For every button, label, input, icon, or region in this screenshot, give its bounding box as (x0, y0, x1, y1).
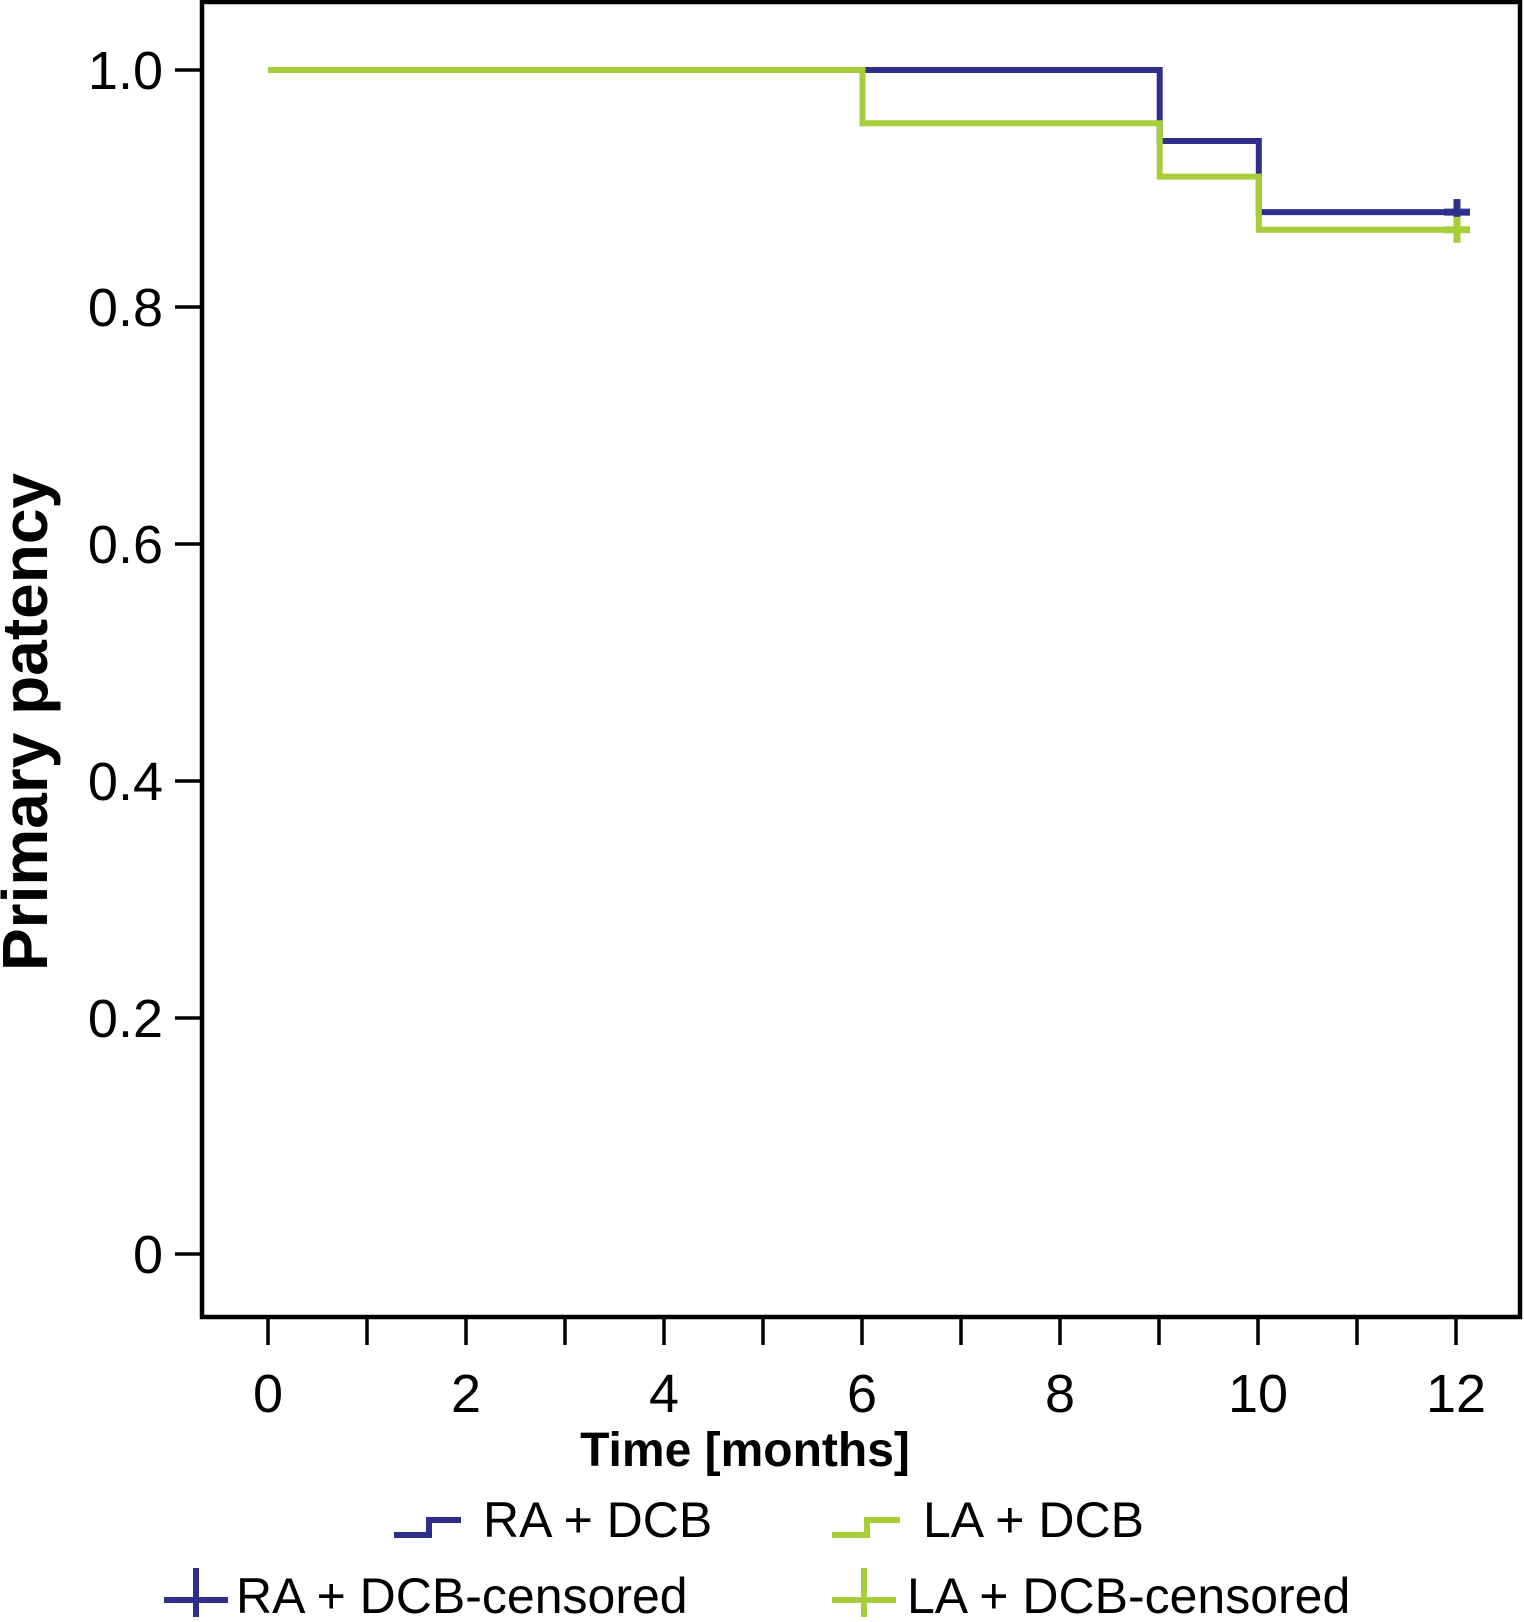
svg-text:0.6: 0.6 (88, 515, 163, 575)
svg-text:LA + DCB-censored: LA + DCB-censored (907, 1568, 1350, 1617)
svg-text:0: 0 (133, 1225, 163, 1285)
svg-text:0.8: 0.8 (88, 278, 163, 338)
svg-text:1.0: 1.0 (88, 41, 163, 101)
svg-text:8: 8 (1045, 1364, 1075, 1424)
svg-text:12: 12 (1426, 1364, 1486, 1424)
svg-text:2: 2 (451, 1364, 481, 1424)
svg-text:0: 0 (253, 1364, 283, 1424)
svg-text:RA + DCB: RA + DCB (483, 1492, 712, 1548)
svg-text:RA + DCB-censored: RA + DCB-censored (236, 1568, 688, 1617)
svg-text:0.4: 0.4 (88, 752, 163, 812)
svg-text:10: 10 (1228, 1364, 1288, 1424)
svg-text:LA + DCB: LA + DCB (923, 1492, 1144, 1548)
svg-text:6: 6 (847, 1364, 877, 1424)
svg-text:4: 4 (649, 1364, 679, 1424)
svg-text:Time [months]: Time [months] (580, 1424, 910, 1477)
svg-text:Primary patency: Primary patency (0, 473, 61, 971)
svg-text:0.2: 0.2 (88, 989, 163, 1049)
